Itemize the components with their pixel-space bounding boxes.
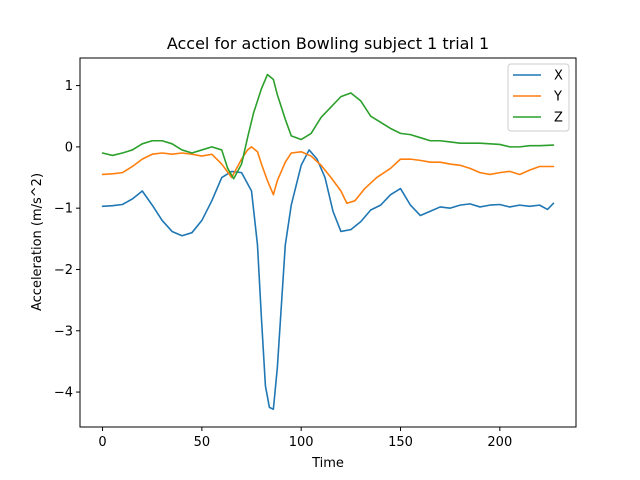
legend-label-z: Z: [554, 111, 563, 126]
x-tick-label: 0: [98, 435, 106, 450]
chart-title: Accel for action Bowling subject 1 trial…: [167, 34, 489, 53]
y-tick-label: −1: [54, 202, 73, 217]
x-axis: 0 50 100 150 200: [98, 427, 512, 450]
y-tick-label: 0: [65, 140, 73, 155]
x-axis-label: Time: [311, 456, 344, 471]
x-tick-label: 100: [289, 435, 314, 450]
axes-frame: [79, 57, 577, 428]
y-axis: −4 −3 −2 −1 0 1: [54, 79, 80, 401]
x-tick-label: 50: [194, 435, 211, 450]
y-tick-label: −4: [54, 386, 73, 401]
y-tick-label: −2: [54, 263, 73, 278]
legend: XYZ: [507, 63, 570, 132]
series-line-z: [101, 73, 555, 180]
y-tick-label: 1: [65, 79, 73, 94]
legend-box: [507, 63, 570, 132]
series-line-y: [101, 146, 555, 205]
legend-label-y: Y: [553, 90, 562, 105]
plot-area: [101, 73, 555, 411]
y-tick-label: −3: [54, 324, 73, 339]
y-axis-label: Acceleration (m/s^2): [30, 173, 45, 311]
x-tick-label: 200: [487, 435, 512, 450]
legend-label-x: X: [554, 69, 563, 84]
series-line-x: [101, 149, 555, 411]
x-tick-label: 150: [388, 435, 413, 450]
